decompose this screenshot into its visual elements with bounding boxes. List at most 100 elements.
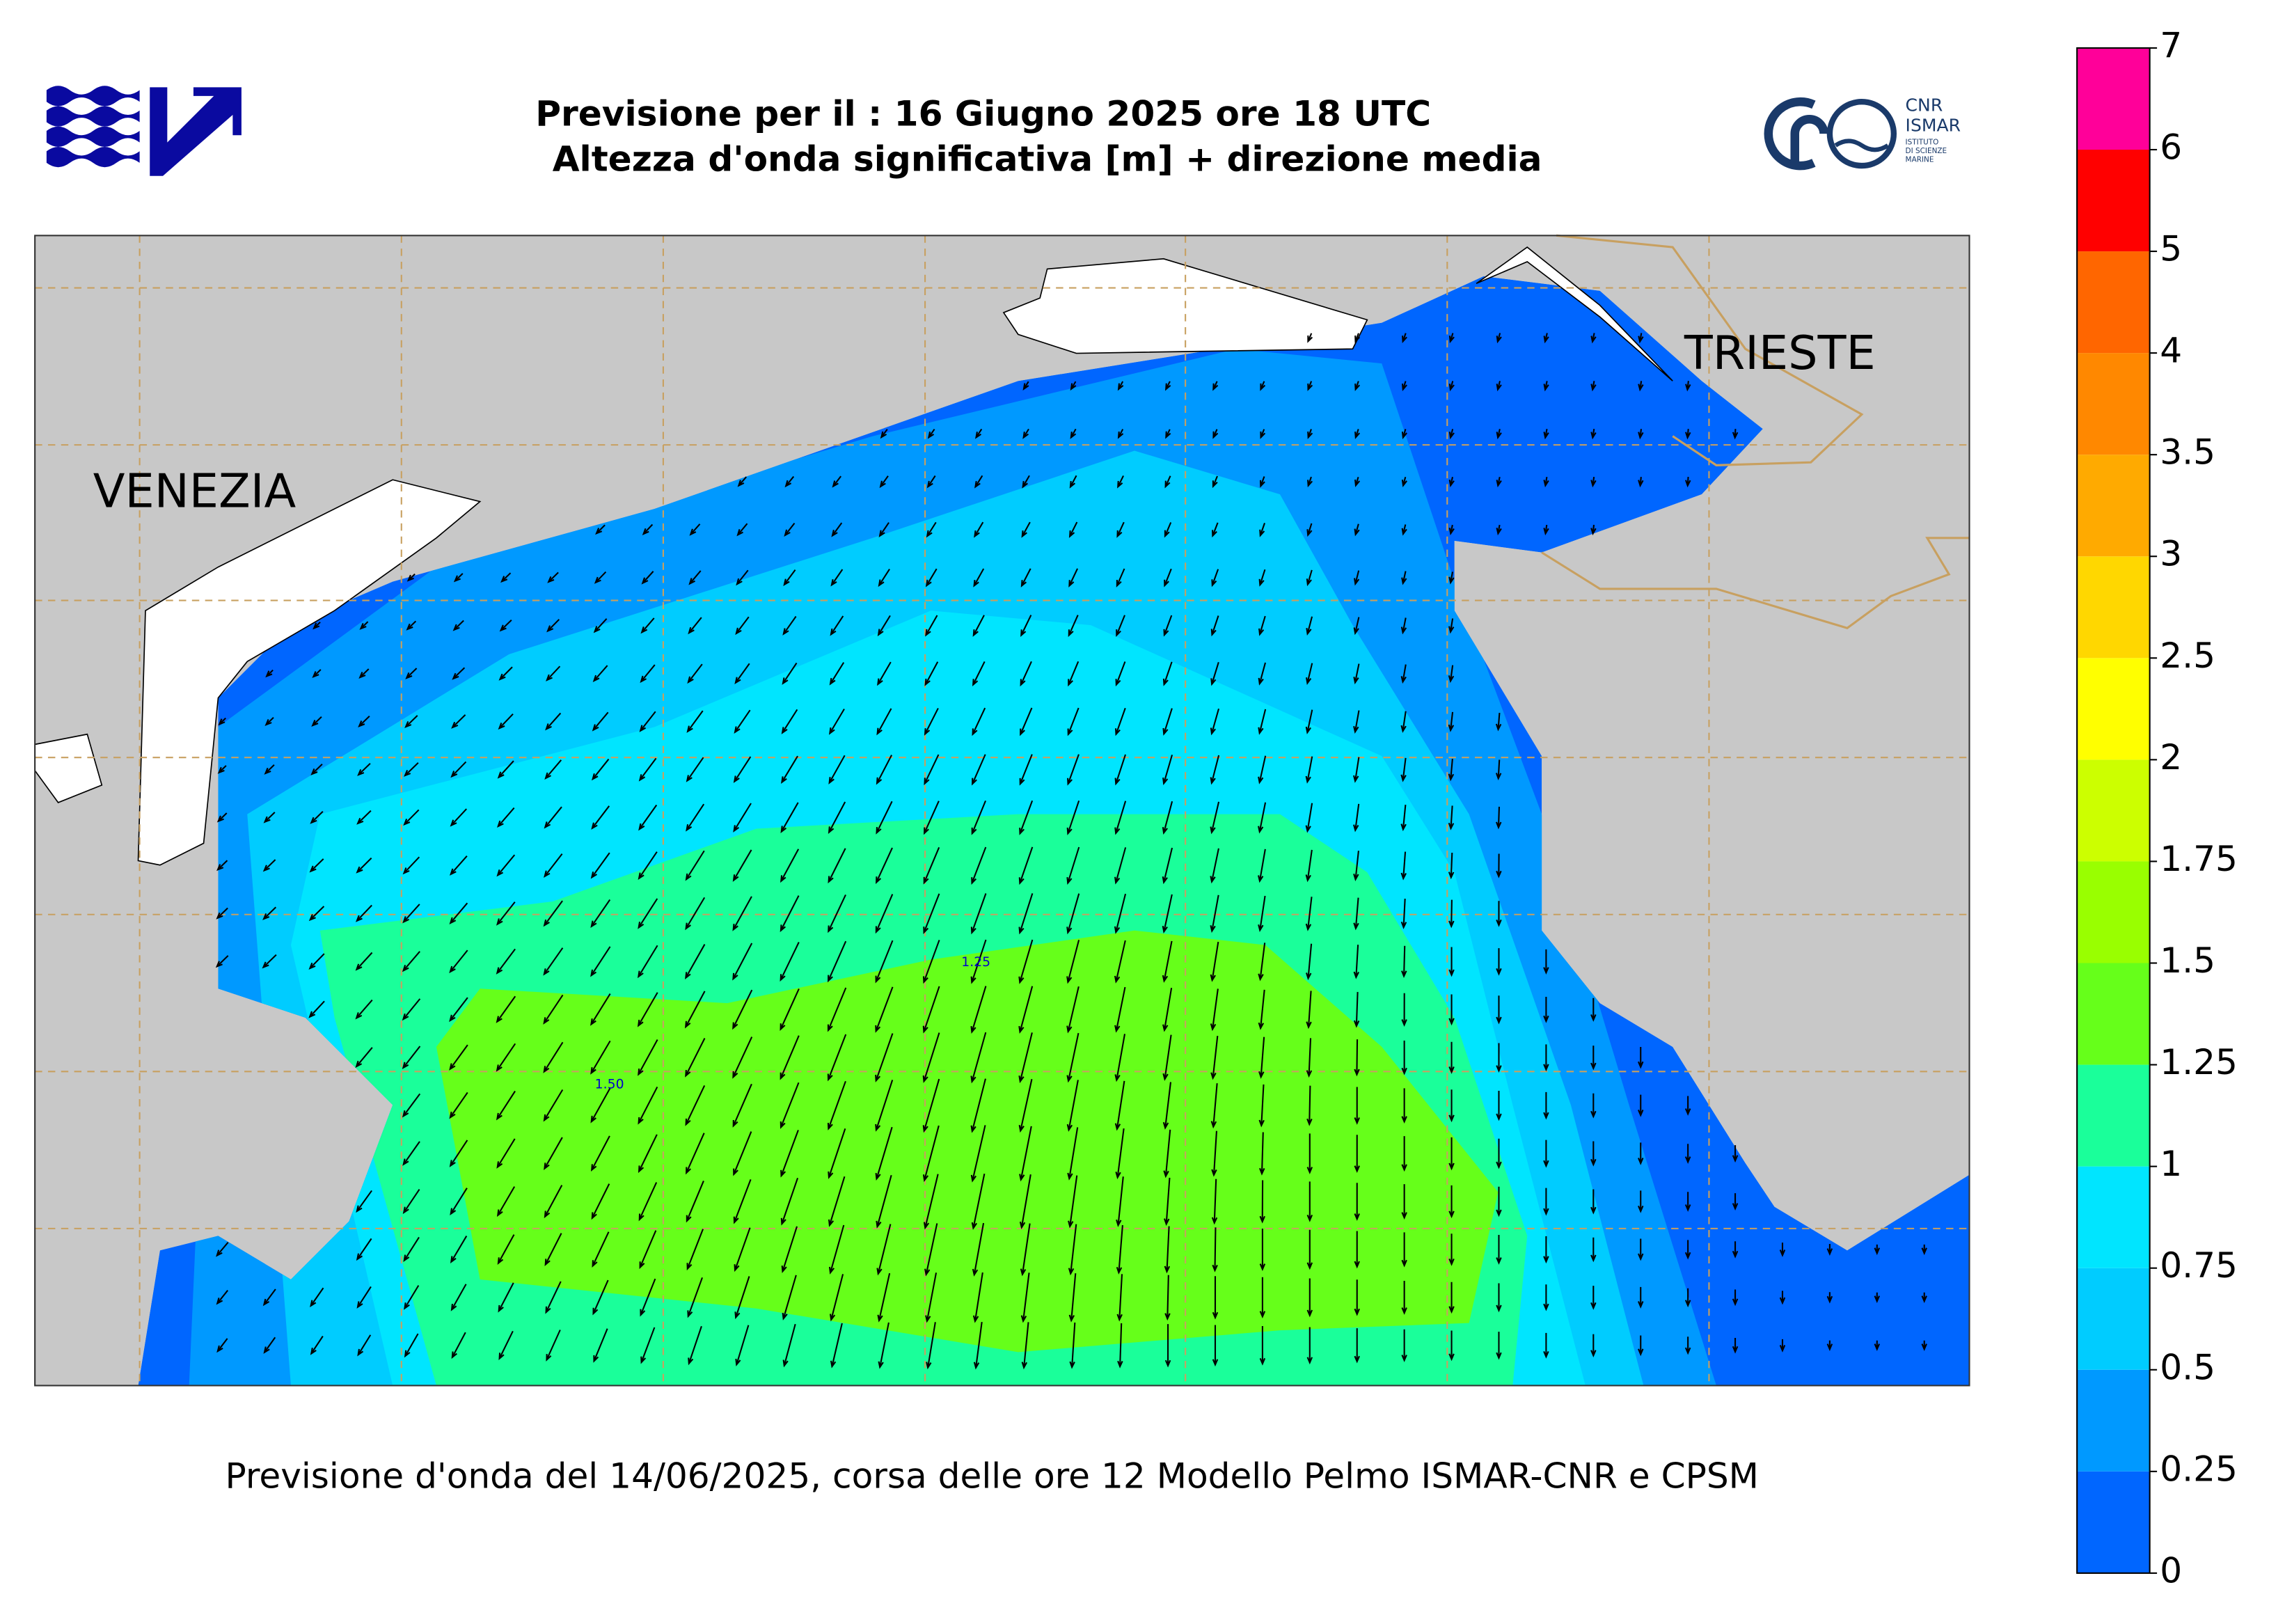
wave-arrow xyxy=(1162,1082,1172,1130)
sea xyxy=(138,276,1970,1386)
wave-arrow xyxy=(1162,708,1173,736)
wave-arrow xyxy=(922,940,940,984)
wave-arrow xyxy=(875,940,894,984)
wave-arrow xyxy=(1306,1133,1313,1174)
wave-arrow xyxy=(406,573,416,582)
wave-arrow xyxy=(924,661,939,686)
wave-arrow xyxy=(450,1188,468,1216)
wave-arrow xyxy=(1164,475,1171,489)
wave-arrow xyxy=(1496,901,1502,927)
wave-arrow xyxy=(1448,476,1455,488)
wave-arrow xyxy=(1066,940,1080,984)
wave-arrow xyxy=(1018,986,1034,1034)
wave-arrow xyxy=(638,1086,658,1125)
wave-arrow xyxy=(498,1282,514,1313)
wave-arrow xyxy=(1162,987,1173,1032)
wave-arrow xyxy=(404,1333,419,1358)
wave-arrow xyxy=(546,665,561,681)
wave-arrow xyxy=(1590,998,1597,1022)
wave-arrow xyxy=(449,855,468,876)
wave-arrow xyxy=(310,1287,324,1308)
wave-arrow xyxy=(310,811,324,824)
wave-arrow xyxy=(1638,381,1644,392)
wave-arrow xyxy=(687,1277,703,1318)
wave-arrow xyxy=(1496,995,1502,1025)
wave-arrow xyxy=(971,800,987,835)
wave-arrow xyxy=(828,848,846,884)
wave-arrow xyxy=(1401,381,1407,392)
wave-arrow xyxy=(1114,940,1126,984)
wave-arrow xyxy=(1684,1144,1691,1164)
wave-arrow xyxy=(1590,1189,1597,1215)
wave-arrow xyxy=(1165,429,1171,439)
colorbar-segment xyxy=(2077,1064,2150,1167)
wave-arrow xyxy=(1448,665,1455,684)
wave-arrow xyxy=(357,762,371,776)
wave-arrow xyxy=(1115,1128,1125,1180)
wave-arrow xyxy=(876,847,893,884)
wave-arrow xyxy=(1210,662,1219,686)
wave-arrow xyxy=(783,569,796,586)
wave-arrow xyxy=(923,1174,939,1230)
wave-arrow xyxy=(1066,1080,1079,1132)
wave-arrow xyxy=(1164,568,1172,588)
wave-arrow xyxy=(402,951,420,972)
wave-arrow xyxy=(313,621,321,630)
wave-arrow xyxy=(496,1186,516,1217)
wave-arrow xyxy=(1305,756,1313,784)
wave-arrow xyxy=(452,620,464,631)
wave-arrow xyxy=(733,803,752,833)
wave-arrow xyxy=(355,904,372,922)
wave-arrow xyxy=(1066,986,1080,1034)
wave-arrow xyxy=(590,899,611,929)
wave-arrow xyxy=(638,851,658,881)
wave-arrow xyxy=(970,893,987,935)
wave-arrow xyxy=(1163,1177,1171,1227)
wave-arrow xyxy=(1448,899,1455,929)
wave-arrow xyxy=(1496,476,1502,488)
wave-arrow xyxy=(1354,1279,1360,1316)
wave-arrow xyxy=(830,615,844,636)
wave-arrow xyxy=(1020,661,1032,687)
wave-arrow xyxy=(215,955,229,968)
wave-arrow xyxy=(732,989,753,1030)
wave-arrow xyxy=(1684,1096,1691,1116)
colorbar-tick-label: 1 xyxy=(2160,1143,2182,1184)
cnr-logo xyxy=(1764,97,1897,171)
wave-arrow xyxy=(1495,759,1502,780)
wave-arrow xyxy=(1874,1292,1881,1304)
wave-arrow xyxy=(1210,755,1220,785)
wave-arrow xyxy=(973,1322,983,1370)
wave-arrow xyxy=(216,907,228,920)
wave-arrow xyxy=(732,1036,753,1079)
wave-arrow xyxy=(496,995,516,1023)
wave-arrow xyxy=(216,1338,228,1353)
wave-arrow xyxy=(1162,940,1173,983)
wave-arrow xyxy=(543,900,563,927)
wave-arrow xyxy=(1164,522,1172,538)
wave-arrow xyxy=(404,762,419,777)
wave-arrow xyxy=(1117,1323,1123,1369)
wave-arrow xyxy=(828,708,845,735)
wave-arrow xyxy=(879,475,889,489)
wave-arrow xyxy=(496,901,516,926)
wave-arrow xyxy=(922,1125,940,1183)
wave-arrow xyxy=(1116,521,1125,538)
wave-arrow xyxy=(592,1279,609,1316)
wave-arrow xyxy=(875,1080,894,1132)
wave-arrow xyxy=(1354,1039,1360,1077)
wave-arrow xyxy=(1305,943,1313,981)
wave-arrow xyxy=(781,1226,798,1274)
wave-arrow xyxy=(1210,941,1219,982)
wave-arrow xyxy=(688,570,702,585)
wave-arrow xyxy=(402,1046,421,1069)
wave-arrow xyxy=(1496,1043,1502,1073)
wave-arrow xyxy=(1022,381,1029,391)
wave-arrow xyxy=(782,1275,797,1321)
wave-arrow xyxy=(1114,801,1127,835)
wave-arrow xyxy=(827,1080,846,1130)
wave-arrow xyxy=(1068,568,1079,588)
wave-arrow xyxy=(1543,1332,1549,1359)
wave-arrow xyxy=(1684,1240,1691,1260)
